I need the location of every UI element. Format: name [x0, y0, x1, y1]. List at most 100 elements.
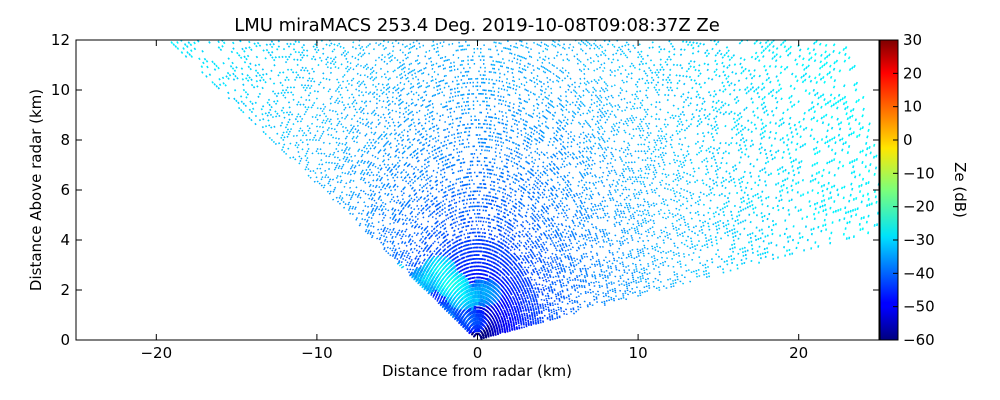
- noise-gate: [712, 95, 716, 98]
- noise-gate: [622, 151, 625, 154]
- noise-gate: [631, 105, 634, 108]
- noise-gate: [709, 94, 712, 97]
- noise-gate: [604, 274, 607, 277]
- noise-gate: [753, 123, 757, 126]
- noise-gate: [739, 138, 743, 142]
- noise-gate: [750, 76, 754, 80]
- noise-gate: [705, 149, 708, 152]
- noise-gate: [651, 226, 654, 229]
- noise-gate: [678, 79, 681, 82]
- noise-gate: [641, 62, 645, 66]
- noise-gate: [823, 218, 826, 222]
- noise-gate: [568, 266, 571, 269]
- noise-gate: [694, 82, 698, 85]
- noise-gate: [618, 178, 621, 181]
- noise-gate: [580, 200, 583, 204]
- noise-gate: [560, 295, 563, 298]
- noise-gate: [547, 199, 550, 202]
- noise-gate: [685, 127, 689, 130]
- noise-gate: [631, 213, 634, 216]
- noise-gate: [604, 96, 607, 99]
- noise-gate: [579, 161, 582, 164]
- noise-gate: [726, 219, 729, 222]
- noise-gate: [551, 252, 554, 255]
- noise-gate: [770, 41, 774, 44]
- noise-gate: [710, 124, 713, 127]
- noise-gate: [618, 240, 621, 243]
- noise-gate: [547, 294, 550, 297]
- noise-gate: [832, 85, 836, 89]
- noise-gate: [608, 197, 611, 200]
- noise-gate: [565, 204, 569, 207]
- noise-gate: [682, 100, 686, 104]
- noise-gate: [682, 215, 685, 218]
- noise-gate: [736, 215, 739, 218]
- noise-gate: [843, 217, 846, 220]
- noise-gate: [555, 189, 558, 192]
- noise-gate: [826, 129, 829, 133]
- noise-gate: [671, 134, 674, 137]
- noise-gate: [640, 214, 643, 217]
- noise-gate: [664, 152, 667, 155]
- noise-gate: [569, 163, 572, 166]
- noise-gate: [673, 161, 677, 164]
- noise-gate: [763, 148, 767, 152]
- noise-gate: [646, 113, 649, 116]
- noise-gate: [630, 161, 633, 164]
- noise-gate: [738, 41, 742, 45]
- noise-gate: [536, 260, 539, 263]
- noise-gate: [775, 106, 778, 110]
- noise-gate: [601, 228, 604, 231]
- noise-gate: [601, 153, 604, 157]
- noise-gate: [850, 171, 853, 175]
- noise-gate: [830, 185, 833, 189]
- noise-gate: [570, 264, 573, 267]
- noise-gate: [581, 202, 584, 205]
- noise-gate: [605, 166, 608, 169]
- noise-gate: [613, 259, 616, 262]
- noise-gate: [655, 83, 658, 87]
- noise-gate: [774, 131, 778, 135]
- noise-gate: [692, 192, 695, 196]
- noise-gate: [584, 174, 587, 177]
- noise-gate: [626, 222, 629, 225]
- noise-gate: [874, 195, 877, 199]
- noise-gate: [573, 265, 576, 268]
- noise-gate: [715, 228, 718, 231]
- noise-gate: [848, 67, 852, 72]
- noise-gate: [551, 189, 554, 192]
- noise-gate: [609, 113, 612, 116]
- noise-gate: [739, 209, 742, 212]
- noise-gate: [685, 197, 688, 200]
- noise-gate: [633, 46, 637, 50]
- noise-gate: [616, 251, 619, 253]
- noise-gate: [607, 115, 610, 118]
- noise-gate: [555, 261, 558, 264]
- noise-gate: [644, 82, 647, 85]
- noise-gate: [679, 113, 682, 116]
- noise-gate: [536, 238, 539, 241]
- noise-gate: [565, 198, 568, 201]
- noise-gate: [503, 283, 506, 286]
- noise-gate: [741, 137, 745, 140]
- noise-gate: [818, 150, 821, 153]
- noise-gate: [646, 131, 649, 135]
- noise-gate: [604, 256, 607, 259]
- noise-gate: [873, 190, 876, 193]
- noise-gate: [825, 55, 829, 59]
- noise-gate: [671, 222, 674, 225]
- noise-gate: [562, 284, 565, 287]
- noise-gate: [731, 229, 734, 232]
- noise-gate: [749, 88, 752, 91]
- noise-gate: [579, 244, 582, 247]
- noise-gate: [649, 157, 652, 160]
- noise-gate: [837, 209, 840, 212]
- noise-gate: [788, 152, 791, 155]
- noise-gate: [599, 216, 602, 219]
- noise-gate: [554, 241, 558, 244]
- noise-gate: [692, 226, 695, 229]
- noise-gate: [654, 191, 657, 194]
- noise-gate: [568, 258, 571, 261]
- noise-gate: [639, 174, 642, 177]
- noise-gate: [773, 137, 777, 140]
